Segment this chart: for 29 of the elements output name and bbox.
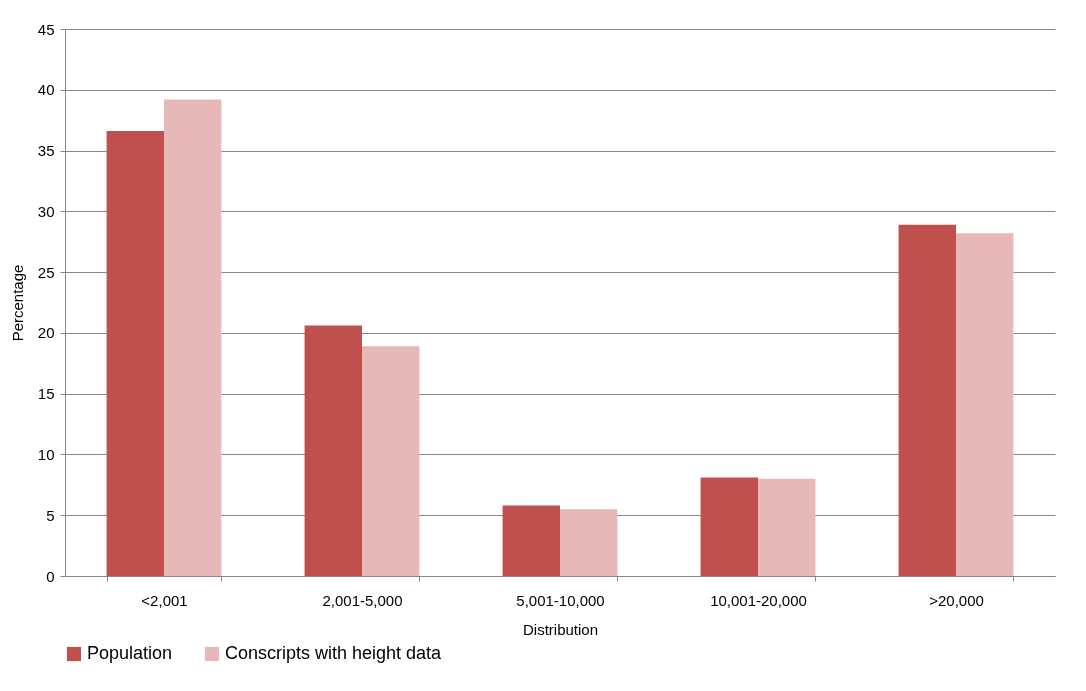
y-axis-title: Percentage: [8, 264, 26, 342]
bar: [560, 509, 618, 576]
x-tick-label: <2,001: [141, 591, 188, 609]
bar: [164, 99, 222, 576]
y-tick-label: 25: [37, 263, 55, 281]
legend-label: Conscripts with height data: [225, 643, 443, 663]
x-tick-label: >20,000: [929, 591, 984, 609]
y-tick-label: 40: [37, 81, 55, 99]
y-tick-label: 30: [37, 202, 55, 220]
bar: [956, 233, 1014, 576]
x-axis-title: Distribution: [522, 620, 599, 638]
y-tick-label: 15: [37, 385, 55, 403]
bar: [304, 325, 362, 576]
bar: [758, 478, 816, 576]
x-tick-label: 2,001-5,000: [322, 591, 403, 609]
bar: [362, 346, 420, 576]
y-tick-label: 45: [37, 20, 55, 38]
x-tick-label: 10,001-20,000: [710, 591, 807, 609]
y-tick-label: 0: [46, 567, 55, 585]
y-tick-label: 5: [46, 506, 55, 524]
legend-label: Population: [87, 643, 173, 663]
bar: [502, 505, 560, 576]
y-tick-label: 20: [37, 324, 55, 342]
bar: [898, 224, 956, 576]
y-tick-label: 35: [37, 142, 55, 160]
bar: [700, 477, 758, 576]
y-tick-label: 10: [37, 445, 55, 463]
bar: [106, 131, 164, 576]
x-tick-label: 5,001-10,000: [516, 591, 605, 609]
